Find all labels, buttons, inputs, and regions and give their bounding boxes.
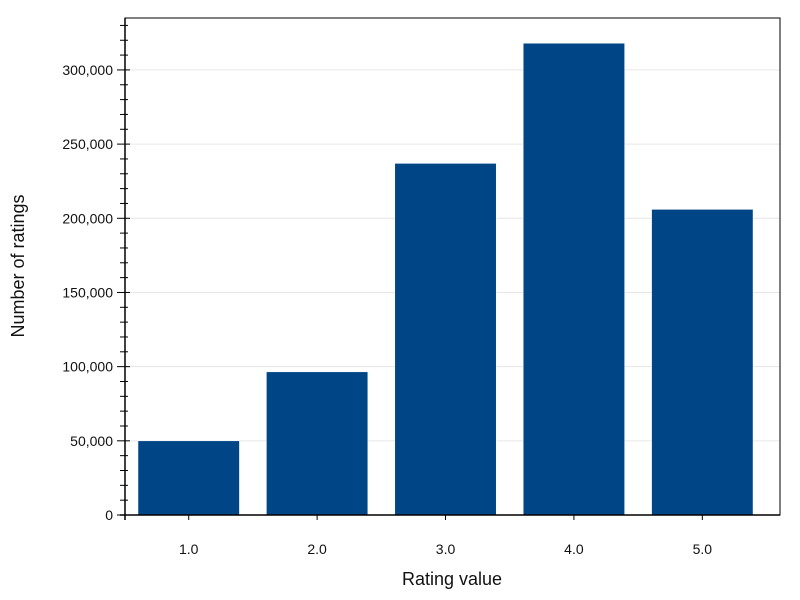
bar-1.0 <box>137 440 240 516</box>
x-tick-label: 2.0 <box>307 541 327 557</box>
y-tick-label: 50,000 <box>70 433 113 449</box>
y-tick-label: 200,000 <box>62 210 113 226</box>
axes <box>120 17 781 520</box>
x-axis-label: Rating value <box>402 569 502 589</box>
y-axis-label: Number of ratings <box>8 194 28 337</box>
x-tick-label: 3.0 <box>436 541 456 557</box>
y-tick-label: 300,000 <box>62 62 113 78</box>
x-axis-ticks: 1.0 2.0 3.0 4.0 5.0 <box>179 515 712 557</box>
y-tick-label: 250,000 <box>62 136 113 152</box>
bar-3.0 <box>394 163 497 516</box>
y-tick-label: 150,000 <box>62 284 113 300</box>
bar-4.0 <box>522 42 625 516</box>
y-tick-label: 100,000 <box>62 359 113 375</box>
x-tick-label: 1.0 <box>179 541 199 557</box>
y-axis-ticks: 0 50,000 100,000 150,000 200,000 250,000 300,0… <box>62 24 130 523</box>
x-tick-label: 5.0 <box>693 541 713 557</box>
bar-5.0 <box>651 209 754 516</box>
bars <box>137 42 754 516</box>
y-tick-label: 0 <box>105 507 113 523</box>
bar-2.0 <box>266 371 369 516</box>
x-tick-label: 4.0 <box>564 541 584 557</box>
